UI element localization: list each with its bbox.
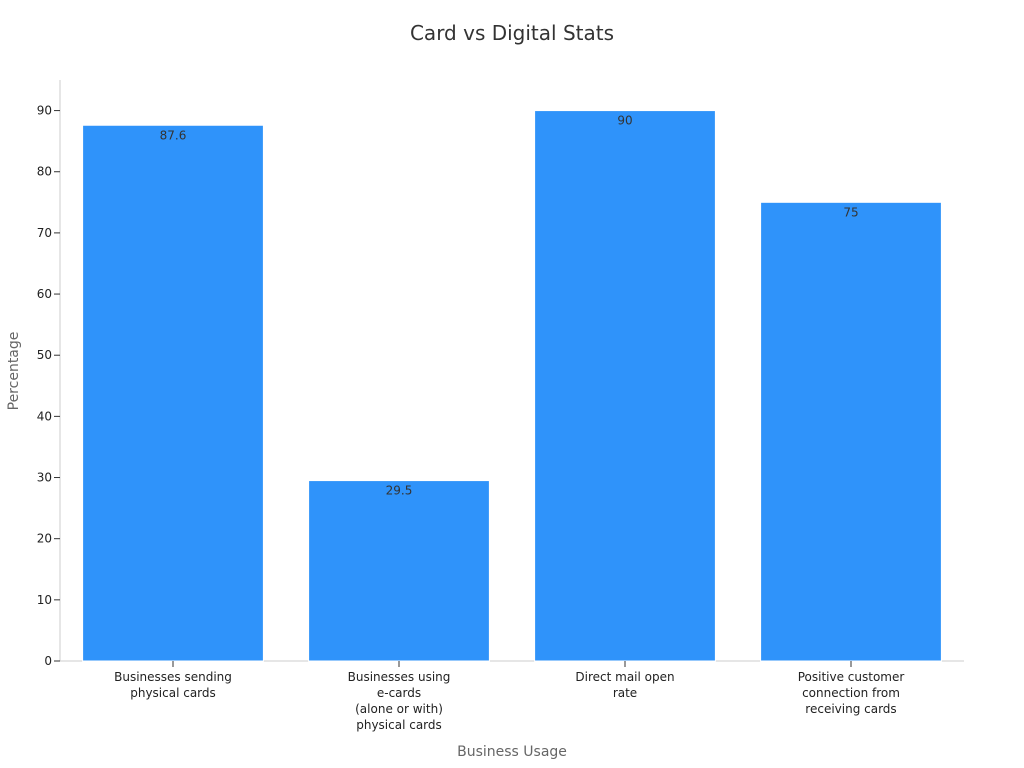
x-tick-label-line: Positive customer: [798, 670, 905, 684]
data-label: 90: [617, 114, 632, 128]
x-tick-label: Businesses using e-cards (alone or with) ph…: [348, 670, 451, 732]
bars-group: [82, 110, 942, 662]
x-tick-label: Direct mail open rate: [575, 670, 674, 700]
bar: [308, 480, 490, 662]
x-axis-ticks: Businesses sending physical cardsBusiness…: [114, 661, 904, 732]
x-tick-label-line: rate: [613, 686, 637, 700]
data-label: 29.5: [386, 484, 413, 498]
x-tick-label-line: physical cards: [356, 718, 442, 732]
x-tick-label: Positive customer connection from receivin…: [798, 670, 905, 716]
y-axis-title: Percentage: [6, 332, 22, 411]
y-tick-label: 70: [37, 226, 52, 240]
data-label: 87.6: [160, 128, 187, 142]
y-tick-label: 60: [37, 287, 52, 301]
x-tick-label-line: physical cards: [130, 686, 216, 700]
x-tick-label-line: Businesses sending: [114, 670, 232, 684]
chart-title: Card vs Digital Stats: [410, 21, 614, 45]
x-tick-label-line: receiving cards: [805, 702, 896, 716]
x-tick-label-line: Direct mail open: [575, 670, 674, 684]
y-tick-label: 80: [37, 165, 52, 179]
y-tick-label: 90: [37, 104, 52, 118]
y-tick-label: 10: [37, 593, 52, 607]
x-tick-label-line: (alone or with): [355, 702, 443, 716]
y-axis-ticks: 0 10 20 30 40 50 60 70 80 90: [37, 104, 60, 668]
data-label: 75: [843, 205, 858, 219]
y-tick-label: 40: [37, 409, 52, 423]
data-labels-group: 87.6 29.5 90 75: [160, 114, 859, 498]
y-tick-label: 30: [37, 471, 52, 485]
bar: [534, 110, 716, 662]
y-tick-label: 20: [37, 532, 52, 546]
x-tick-label-line: Businesses using: [348, 670, 451, 684]
bar: [760, 201, 942, 662]
bar: [82, 124, 264, 662]
x-axis-title: Business Usage: [457, 744, 567, 760]
x-tick-label-line: e-cards: [377, 686, 421, 700]
y-tick-label: 0: [44, 654, 52, 668]
x-tick-label: Businesses sending physical cards: [114, 670, 232, 700]
x-tick-label-line: connection from: [802, 686, 900, 700]
y-tick-label: 50: [37, 348, 52, 362]
